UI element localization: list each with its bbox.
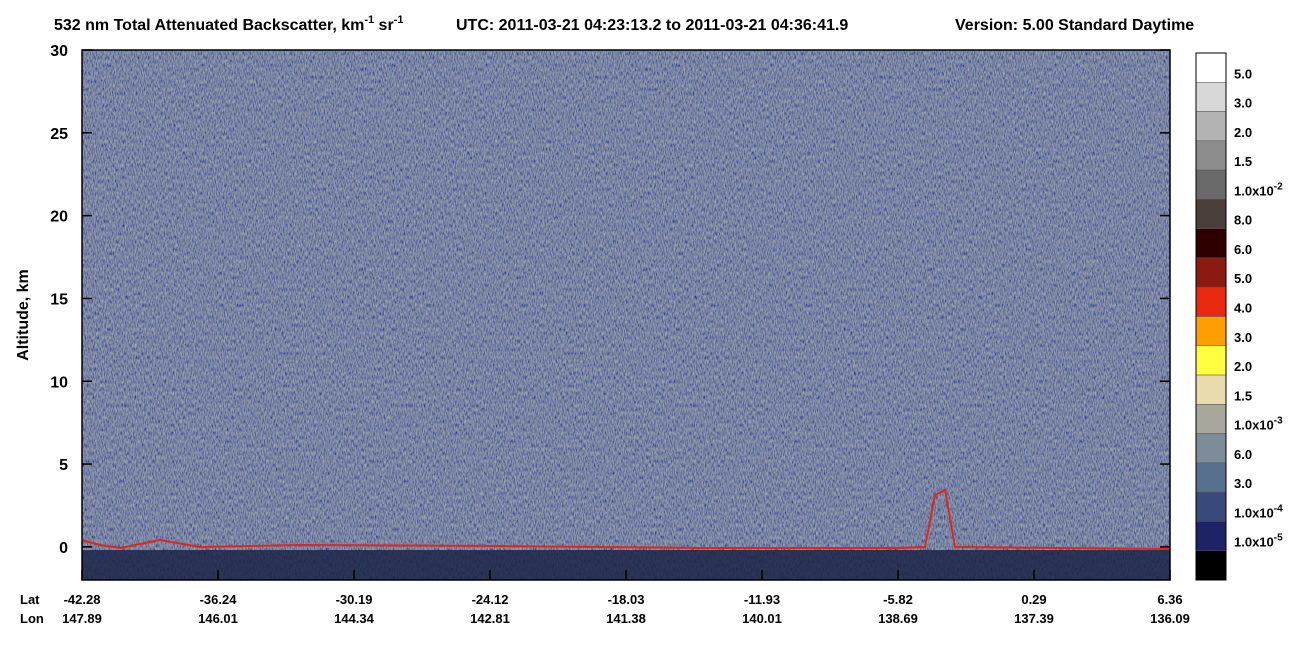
colorbar-swatch [1195, 491, 1227, 522]
colorbar-label: 1.0x10-2 [1234, 181, 1283, 198]
colorbar-label: 5.0 [1234, 271, 1252, 286]
chart-title: 532 nm Total Attenuated Backscatter, km-… [54, 14, 1194, 34]
x-row-label: Lat [20, 592, 40, 607]
colorbar-frame [1195, 52, 1227, 581]
lon-label: 146.01 [198, 611, 238, 626]
lon-label: 141.38 [606, 611, 646, 626]
colorbar-label-text: 6.0 [1234, 447, 1252, 462]
colorbar-swatch [1195, 257, 1227, 288]
colorbar-label: 2.0 [1234, 359, 1252, 374]
y-tick-label: 30 [50, 43, 68, 60]
colorbar-label-exp: -5 [1274, 533, 1283, 544]
y-tick-label: 0 [59, 540, 68, 557]
lat-label: 6.36 [1157, 592, 1182, 607]
colorbar-label-text: 4.0 [1234, 301, 1252, 316]
lat-label: -5.82 [883, 592, 913, 607]
colorbar-label: 5.0 [1234, 66, 1252, 81]
y-tick-label: 5 [59, 457, 68, 474]
colorbar-label-exp: -2 [1274, 181, 1283, 192]
lon-label: 144.34 [334, 611, 375, 626]
y-tick-label: 20 [50, 209, 68, 226]
colorbar-swatch [1195, 140, 1227, 171]
colorbar-label: 1.0x10-5 [1234, 533, 1283, 550]
lon-label: 138.69 [878, 611, 918, 626]
colorbar-label: 6.0 [1234, 447, 1252, 462]
colorbar-label-exp: -4 [1274, 503, 1283, 514]
lon-label: 136.09 [1150, 611, 1190, 626]
y-tick-label: 25 [50, 126, 68, 143]
colorbar-label-text: 2.0 [1234, 125, 1252, 140]
colorbar-swatch [1195, 199, 1227, 229]
colorbar-label-text: 5.0 [1234, 271, 1252, 286]
colorbar-swatch [1195, 228, 1227, 259]
colorbar-swatch [1195, 433, 1227, 464]
colorbar-label-text: 1.0x10 [1234, 535, 1274, 550]
surface-line [81, 488, 1171, 550]
colorbar-label-text: 8.0 [1234, 213, 1252, 228]
colorbar-label-text: 3.0 [1234, 476, 1252, 491]
colorbar-swatch [1195, 169, 1227, 200]
y-axis-label: Altitude, km [15, 269, 32, 361]
title-part: -1 [364, 14, 374, 26]
title-part: sr [374, 17, 394, 34]
colorbar-label-text: 3.0 [1234, 96, 1252, 111]
colorbar-label-text: 2.0 [1234, 359, 1252, 374]
title-part: UTC: 2011-03-21 04:23:13.2 to 2011-03-21… [456, 17, 848, 34]
colorbar-label: 3.0 [1234, 96, 1252, 111]
colorbar-label-exp: -3 [1274, 416, 1283, 427]
lat-label: -24.12 [472, 592, 509, 607]
colorbar-swatch [1195, 550, 1227, 581]
plot-background [81, 49, 1171, 581]
colorbar-label: 6.0 [1234, 242, 1252, 257]
colorbar-label: 3.0 [1234, 330, 1252, 345]
lon-label: 147.89 [62, 611, 102, 626]
colorbar-label-text: 3.0 [1234, 330, 1252, 345]
lon-label: 140.01 [742, 611, 782, 626]
colorbar-label: 3.0 [1234, 476, 1252, 491]
colorbar-swatch [1195, 374, 1227, 405]
lat-label: -11.93 [744, 592, 780, 607]
colorbar-label: 1.0x10-4 [1234, 503, 1283, 520]
x-row-label: Lon [20, 611, 44, 626]
colorbar-label-text: 1.5 [1234, 388, 1252, 403]
colorbar-label-text: 5.0 [1234, 66, 1252, 81]
title-part: Version: 5.00 Standard Daytime [955, 17, 1194, 34]
lat-label: -18.03 [608, 592, 645, 607]
lat-label: -42.28 [64, 592, 101, 607]
colorbar-swatch [1195, 52, 1227, 83]
backscatter-texture [82, 50, 1170, 580]
colorbar-label: 1.5 [1234, 388, 1252, 403]
colorbar-label-text: 1.5 [1234, 154, 1252, 169]
colorbar-label-text: 1.0x10 [1234, 183, 1274, 198]
lat-label: -30.19 [336, 592, 373, 607]
colorbar-label: 4.0 [1234, 301, 1252, 316]
lon-label: 137.39 [1014, 611, 1054, 626]
title-part: -1 [394, 14, 404, 26]
y-tick-label: 10 [50, 374, 68, 391]
colorbar-label-text: 1.0x10 [1234, 418, 1274, 433]
lon-label: 142.81 [470, 611, 510, 626]
colorbar-swatch [1195, 521, 1227, 551]
colorbar-swatch [1195, 462, 1227, 493]
colorbar-swatch [1195, 111, 1227, 142]
lat-label: -36.24 [200, 592, 238, 607]
colorbar-label-text: 6.0 [1234, 242, 1252, 257]
colorbar-swatch [1195, 316, 1227, 347]
y-tick-label: 15 [50, 291, 68, 308]
colorbar-swatch [1195, 82, 1227, 112]
lat-label: 0.29 [1021, 592, 1046, 607]
colorbar-label-text: 1.0x10 [1234, 505, 1274, 520]
colorbar-swatch [1195, 286, 1227, 317]
title-part: 532 nm Total Attenuated Backscatter, km [54, 17, 364, 34]
colorbar-swatch [1195, 345, 1227, 376]
colorbar-label: 2.0 [1234, 125, 1252, 140]
colorbar-label: 1.0x10-3 [1234, 416, 1283, 433]
colorbar-swatch [1195, 404, 1227, 434]
colorbar-label: 1.5 [1234, 154, 1252, 169]
colorbar-label: 8.0 [1234, 213, 1252, 228]
